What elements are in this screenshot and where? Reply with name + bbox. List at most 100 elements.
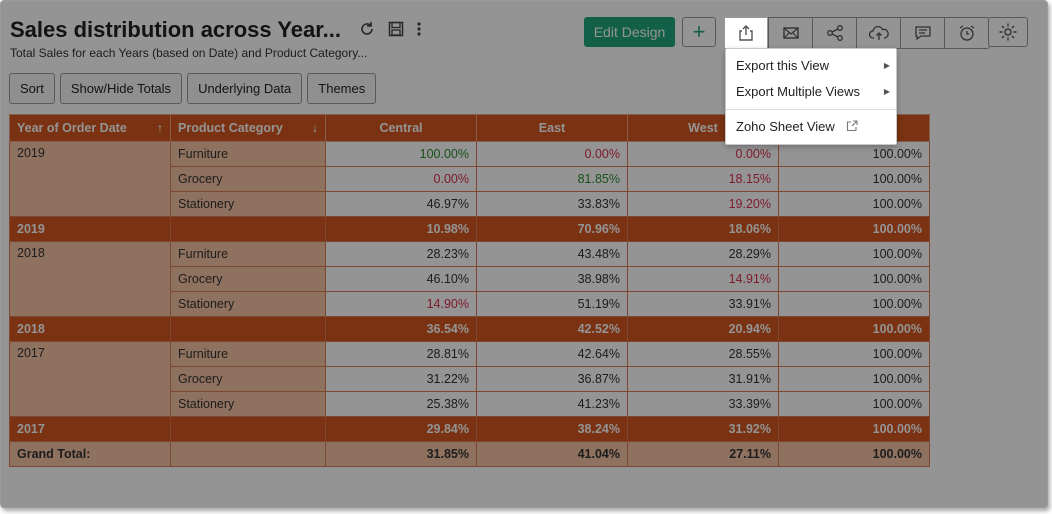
value-cell: 31.85% bbox=[325, 441, 477, 467]
value-cell: 29.84% bbox=[325, 416, 477, 442]
sort-desc-icon[interactable]: ↓ bbox=[311, 121, 318, 135]
table-row: Grocery 0.00% 81.85% 18.15% 100.00% bbox=[10, 166, 930, 192]
themes-button[interactable]: Themes bbox=[307, 73, 377, 104]
grand-total-row: Grand Total: 31.85% 41.04% 27.11% 100.00… bbox=[9, 441, 930, 467]
value-cell: 51.19% bbox=[476, 291, 628, 317]
value-cell: 42.64% bbox=[476, 341, 628, 367]
grand-total-label: Grand Total: bbox=[9, 441, 171, 467]
value-cell: 100.00% bbox=[778, 216, 930, 242]
value-cell: 28.23% bbox=[325, 241, 477, 267]
value-cell: 19.20% bbox=[627, 191, 779, 217]
underlying-data-button[interactable]: Underlying Data bbox=[187, 73, 303, 104]
view-options: Sort Show/Hide Totals Underlying Data Th… bbox=[9, 73, 377, 104]
share-button[interactable] bbox=[813, 18, 857, 48]
menu-item-zoho-sheet-view[interactable]: Zoho Sheet View bbox=[726, 114, 896, 140]
column-header-category[interactable]: Product Category ↓ bbox=[170, 114, 326, 142]
report-title: Sales distribution across Year... bbox=[10, 17, 341, 42]
export-button-active[interactable] bbox=[724, 17, 768, 48]
year-cell: 2019 bbox=[9, 141, 171, 217]
category-cell: Grocery bbox=[170, 166, 326, 192]
value-cell: 18.06% bbox=[627, 216, 779, 242]
sort-button[interactable]: Sort bbox=[9, 73, 55, 104]
column-header-year[interactable]: Year of Order Date ↑ bbox=[9, 114, 171, 142]
title-actions bbox=[359, 21, 430, 42]
value-cell: 33.39% bbox=[627, 391, 779, 417]
category-cell: Furniture bbox=[170, 141, 326, 167]
table-row: 2018 Furniture 28.23% 43.48% 28.29% 100.… bbox=[9, 241, 930, 317]
add-button[interactable]: + bbox=[682, 17, 716, 47]
value-cell: 100.00% bbox=[778, 241, 930, 267]
value-cell: 27.11% bbox=[627, 441, 779, 467]
export-icon bbox=[739, 25, 753, 41]
value-cell: 18.15% bbox=[627, 166, 779, 192]
value-cell: 41.04% bbox=[476, 441, 628, 467]
value-cell: 10.98% bbox=[325, 216, 477, 242]
category-cell: Stationery bbox=[170, 291, 326, 317]
value-cell: 81.85% bbox=[476, 166, 628, 192]
publish-button[interactable] bbox=[857, 18, 901, 48]
menu-item-export-multiple-views[interactable]: Export Multiple Views ▶ bbox=[726, 79, 896, 105]
year-cell: 2017 bbox=[9, 341, 171, 417]
settings-button[interactable] bbox=[988, 17, 1028, 47]
value-cell: 36.87% bbox=[476, 366, 628, 392]
export-menu: Export this View ▶ Export Multiple Views… bbox=[725, 48, 897, 145]
value-cell: 28.81% bbox=[325, 341, 477, 367]
category-cell: Furniture bbox=[170, 241, 326, 267]
save-icon[interactable] bbox=[388, 21, 404, 42]
value-cell: 25.38% bbox=[325, 391, 477, 417]
subtotal-row: 2019 10.98% 70.96% 18.06% 100.00% bbox=[9, 216, 930, 242]
settings-icon bbox=[999, 23, 1017, 41]
value-cell: 100.00% bbox=[778, 391, 930, 417]
category-cell: Stationery bbox=[170, 391, 326, 417]
value-cell: 31.91% bbox=[627, 366, 779, 392]
value-cell: 0.00% bbox=[476, 141, 628, 167]
sort-asc-icon[interactable]: ↑ bbox=[156, 121, 163, 135]
external-link-icon bbox=[846, 115, 858, 141]
more-icon[interactable] bbox=[416, 21, 422, 42]
subtotal-label: 2017 bbox=[9, 416, 171, 442]
email-button[interactable] bbox=[769, 18, 813, 48]
value-cell: 0.00% bbox=[627, 141, 779, 167]
value-cell: 20.94% bbox=[627, 316, 779, 342]
value-cell: 14.90% bbox=[325, 291, 477, 317]
subtotal-label: 2018 bbox=[9, 316, 171, 342]
value-cell: 0.00% bbox=[325, 166, 477, 192]
value-cell: 38.98% bbox=[476, 266, 628, 292]
show-hide-totals-button[interactable]: Show/Hide Totals bbox=[59, 73, 183, 104]
category-cell: Grocery bbox=[170, 366, 326, 392]
table-row: Stationery 14.90% 51.19% 33.91% 100.00% bbox=[10, 291, 930, 317]
value-cell: 100.00% bbox=[778, 341, 930, 367]
category-cell: Furniture bbox=[170, 341, 326, 367]
value-cell: 43.48% bbox=[476, 241, 628, 267]
value-cell: 100.00% bbox=[778, 166, 930, 192]
value-cell: 70.96% bbox=[476, 216, 628, 242]
table-row: 2017 Furniture 28.81% 42.64% 28.55% 100.… bbox=[9, 341, 930, 417]
category-cell: Stationery bbox=[170, 191, 326, 217]
subtotal-row: 2018 36.54% 42.52% 20.94% 100.00% bbox=[9, 316, 930, 342]
refresh-icon[interactable] bbox=[359, 21, 375, 42]
comment-button[interactable] bbox=[901, 18, 945, 48]
year-cell: 2018 bbox=[9, 241, 171, 317]
table-row: 2019 Furniture 100.00% 0.00% 0.00% 100.0… bbox=[9, 141, 930, 217]
value-cell: 33.83% bbox=[476, 191, 628, 217]
edit-design-button[interactable]: Edit Design bbox=[584, 17, 675, 47]
menu-item-export-this-view[interactable]: Export this View ▶ bbox=[726, 53, 896, 79]
value-cell: 100.00% bbox=[778, 191, 930, 217]
table-row: Stationery 25.38% 41.23% 33.39% 100.00% bbox=[10, 391, 930, 417]
value-cell: 100.00% bbox=[778, 366, 930, 392]
report-subtitle: Total Sales for each Years (based on Dat… bbox=[10, 46, 368, 60]
value-cell: 41.23% bbox=[476, 391, 628, 417]
column-header-central[interactable]: Central bbox=[325, 114, 477, 142]
subtotal-label: 2019 bbox=[9, 216, 171, 242]
value-cell: 100.00% bbox=[778, 291, 930, 317]
value-cell: 28.29% bbox=[627, 241, 779, 267]
alarm-button[interactable] bbox=[945, 18, 989, 48]
menu-divider bbox=[726, 109, 896, 110]
value-cell: 33.91% bbox=[627, 291, 779, 317]
value-cell: 100.00% bbox=[778, 316, 930, 342]
value-cell: 100.00% bbox=[778, 266, 930, 292]
value-cell: 100.00% bbox=[778, 441, 930, 467]
chevron-right-icon: ▶ bbox=[883, 87, 890, 96]
value-cell: 36.54% bbox=[325, 316, 477, 342]
